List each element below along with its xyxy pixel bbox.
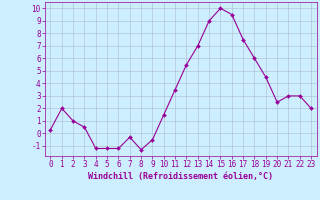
X-axis label: Windchill (Refroidissement éolien,°C): Windchill (Refroidissement éolien,°C) [88, 172, 273, 181]
